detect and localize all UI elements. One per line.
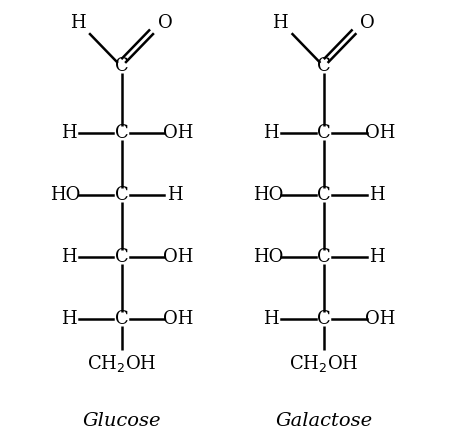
Text: OH: OH xyxy=(365,310,396,328)
Text: H: H xyxy=(369,248,385,266)
Text: Glucose: Glucose xyxy=(82,412,161,430)
Text: C: C xyxy=(317,124,331,142)
Text: H: H xyxy=(70,15,86,32)
Text: Galactose: Galactose xyxy=(275,412,373,430)
Text: C: C xyxy=(317,248,331,266)
Text: CH$_2$OH: CH$_2$OH xyxy=(289,353,359,374)
Text: CH$_2$OH: CH$_2$OH xyxy=(87,353,156,374)
Text: O: O xyxy=(360,15,375,32)
Text: H: H xyxy=(61,310,76,328)
Text: C: C xyxy=(317,58,331,75)
Text: H: H xyxy=(61,124,76,142)
Text: H: H xyxy=(263,124,279,142)
Text: O: O xyxy=(158,15,172,32)
Text: H: H xyxy=(167,186,182,204)
Text: OH: OH xyxy=(162,248,193,266)
Text: C: C xyxy=(115,248,128,266)
Text: C: C xyxy=(317,186,331,204)
Text: C: C xyxy=(115,186,128,204)
Text: H: H xyxy=(369,186,385,204)
Text: C: C xyxy=(115,310,128,328)
Text: OH: OH xyxy=(162,124,193,142)
Text: C: C xyxy=(115,58,128,75)
Text: OH: OH xyxy=(365,124,396,142)
Text: HO: HO xyxy=(252,248,283,266)
Text: H: H xyxy=(273,15,288,32)
Text: H: H xyxy=(61,248,76,266)
Text: C: C xyxy=(317,310,331,328)
Text: H: H xyxy=(263,310,279,328)
Text: HO: HO xyxy=(252,186,283,204)
Text: C: C xyxy=(115,124,128,142)
Text: HO: HO xyxy=(50,186,81,204)
Text: OH: OH xyxy=(162,310,193,328)
